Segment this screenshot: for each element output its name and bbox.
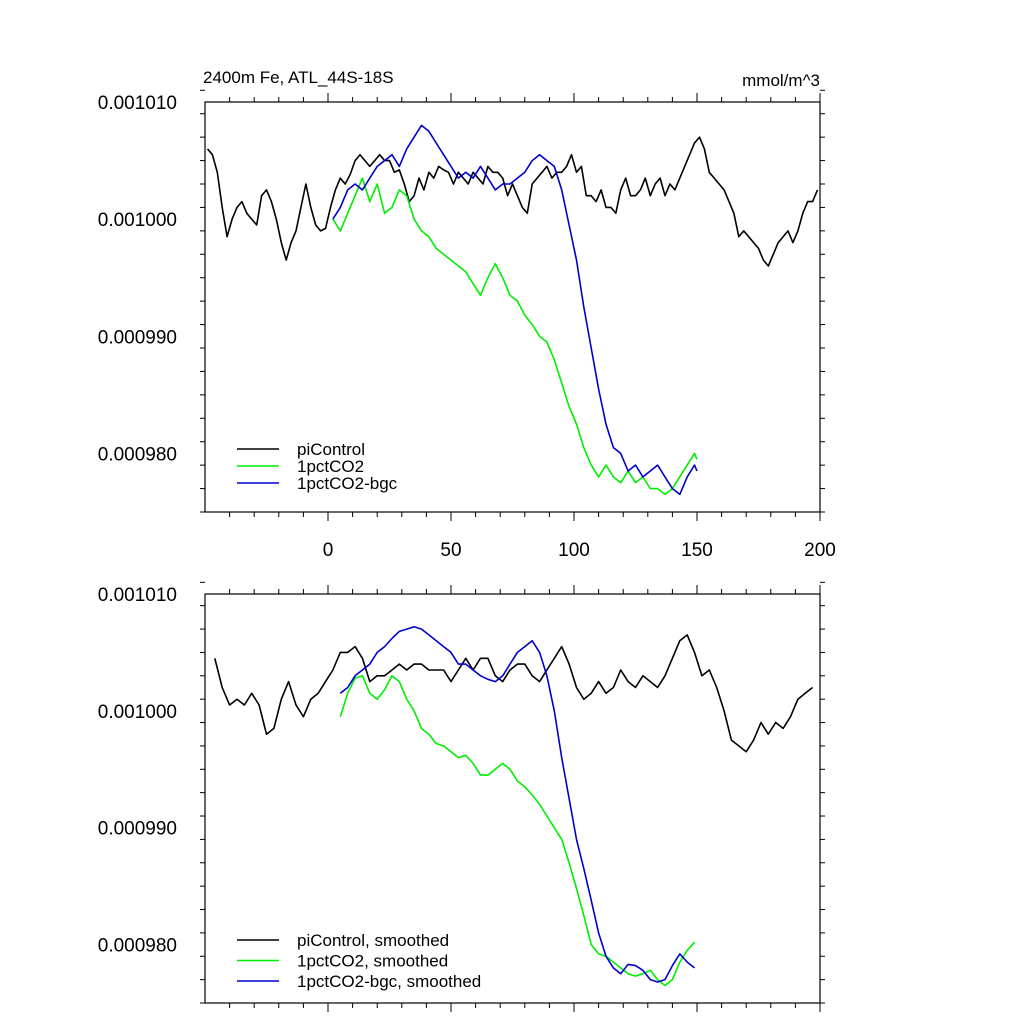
chart-title: 2400m Fe, ATL_44S-18S xyxy=(203,68,394,87)
top-panel: 0 50 100 150 200 0.000980 0.000990 0.001000 0.00… xyxy=(98,89,836,561)
y-tick-label: 0.001010 xyxy=(98,585,177,606)
series-line-1pctCO2 xyxy=(339,674,696,987)
series-line-1pctCO2-bgc xyxy=(339,625,695,983)
legend-label: 1pctCO2-bgc xyxy=(297,474,398,493)
x-tick-label: 150 xyxy=(681,540,713,561)
y-tick-label: 0.001010 xyxy=(98,93,177,114)
legend-label: piControl xyxy=(297,440,365,459)
series-line-piControl xyxy=(206,136,819,267)
y-tick-label: 0.000990 xyxy=(98,327,177,348)
plot-frame xyxy=(204,101,821,513)
x-tick-label: 200 xyxy=(804,540,836,561)
legend-label: 1pctCO2-bgc, smoothed xyxy=(297,972,481,991)
series-line-1pctCO2 xyxy=(332,177,698,496)
x-tick-label: 100 xyxy=(558,540,590,561)
x-tick-label: 50 xyxy=(440,540,461,561)
legend-label: 1pctCO2 xyxy=(297,457,364,476)
y-tick-label: 0.000980 xyxy=(98,444,177,465)
plot-frame xyxy=(204,593,821,1004)
y-tick-label: 0.001000 xyxy=(98,210,177,231)
x-tick-label: 0 xyxy=(323,540,334,561)
y-tick-label: 0.000980 xyxy=(98,936,177,957)
y-tick-label: 0.000990 xyxy=(98,819,177,840)
bottom-panel: 0.000980 0.000990 0.001000 0.001010 piContro… xyxy=(98,581,825,1012)
series-line-1pctCO2-bgc xyxy=(332,124,698,496)
legend-label: 1pctCO2, smoothed xyxy=(297,952,448,971)
units-label: mmol/m^3 xyxy=(742,71,820,90)
series-line-piControl xyxy=(214,634,814,753)
y-tick-label: 0.001000 xyxy=(98,702,177,723)
legend-label: piControl, smoothed xyxy=(297,931,449,950)
